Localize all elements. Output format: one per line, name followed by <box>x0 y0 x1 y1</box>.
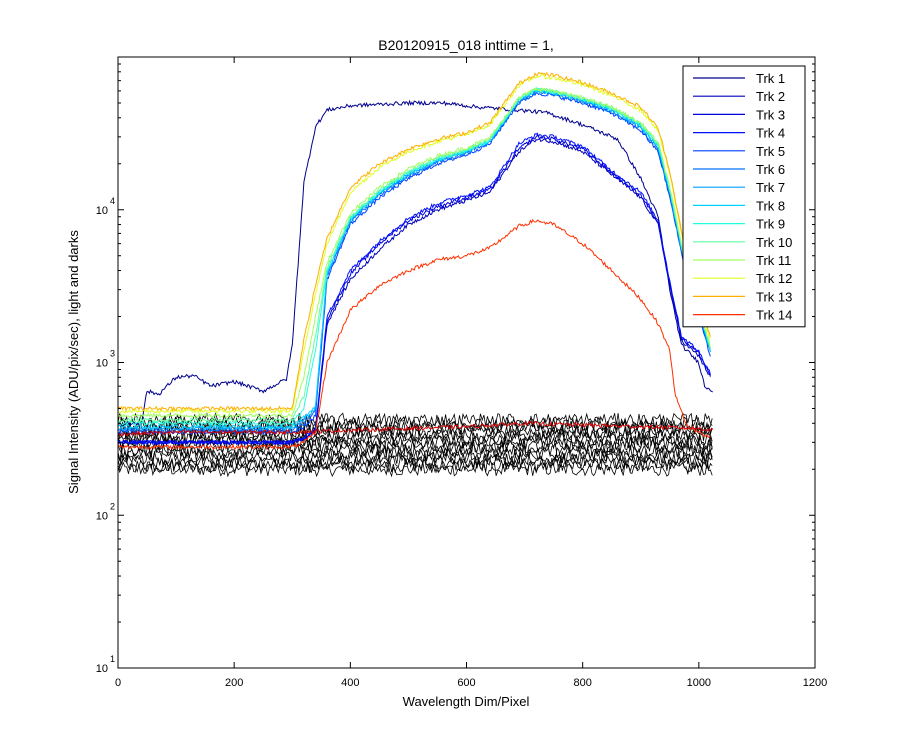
y-tick-label-exponent: 4 <box>110 196 115 206</box>
x-tick-label: 800 <box>573 677 591 689</box>
series-line-11 <box>117 87 711 419</box>
legend-entry: Trk 8 <box>756 198 785 213</box>
series-line-13 <box>117 71 711 412</box>
series-line-4 <box>117 132 711 446</box>
plot-area <box>117 71 714 478</box>
legend-entry: Trk 14 <box>756 308 792 323</box>
series-line-1 <box>117 99 713 427</box>
legend-entry: Trk 1 <box>756 71 785 86</box>
dark-band-line <box>117 412 713 429</box>
series-line-2 <box>117 137 711 446</box>
x-tick-label: 400 <box>341 677 359 689</box>
series-line-15 <box>117 420 714 437</box>
y-tick-label: 10 <box>96 663 108 675</box>
legend-entry: Trk 4 <box>756 126 785 141</box>
legend-entry: Trk 11 <box>756 253 791 268</box>
legend-entry: Trk 7 <box>756 180 785 195</box>
y-tick-label-exponent: 2 <box>110 501 115 511</box>
legend-box <box>682 65 806 328</box>
x-tick-label: 1000 <box>687 677 711 689</box>
y-tick-label: 10 <box>96 510 108 522</box>
x-axis-label: Wavelength Dim/Pixel <box>403 694 530 709</box>
x-tick-label: 1200 <box>803 677 827 689</box>
legend-entry: Trk 9 <box>756 217 785 232</box>
y-tick-label: 10 <box>96 358 108 370</box>
chart-title: B20120915_018 inttime = 1, <box>378 37 554 53</box>
legend: Trk 1 Trk 2 Trk 3 Trk 4 Trk 5 Trk 6 Trk 7 Trk 8… <box>682 65 806 328</box>
legend-entry: Trk 13 <box>756 289 792 304</box>
x-tick-label: 600 <box>457 677 475 689</box>
y-axis-label: Signal Intensity (ADU/pix/sec), light an… <box>66 230 81 494</box>
dark-band-line <box>117 442 713 459</box>
legend-entry: Trk 12 <box>756 271 792 286</box>
y-tick-label-exponent: 1 <box>110 654 115 664</box>
legend-entry: Trk 3 <box>756 107 785 122</box>
dark-band <box>117 412 713 478</box>
series-line-14 <box>117 218 711 451</box>
series-line-8 <box>117 87 711 430</box>
legend-entry: Trk 5 <box>756 144 785 159</box>
legend-entry: Trk 6 <box>756 162 785 177</box>
x-tick-label: 200 <box>225 677 243 689</box>
y-tick-label: 10 <box>96 205 108 217</box>
dark-band-line <box>117 446 713 463</box>
y-tick-label-exponent: 3 <box>110 349 115 359</box>
dark-band-line <box>117 434 713 451</box>
series-line-7 <box>117 88 711 432</box>
legend-entry: Trk 2 <box>756 89 785 104</box>
x-tick-label: 0 <box>115 677 121 689</box>
legend-entry: Trk 10 <box>756 235 792 250</box>
